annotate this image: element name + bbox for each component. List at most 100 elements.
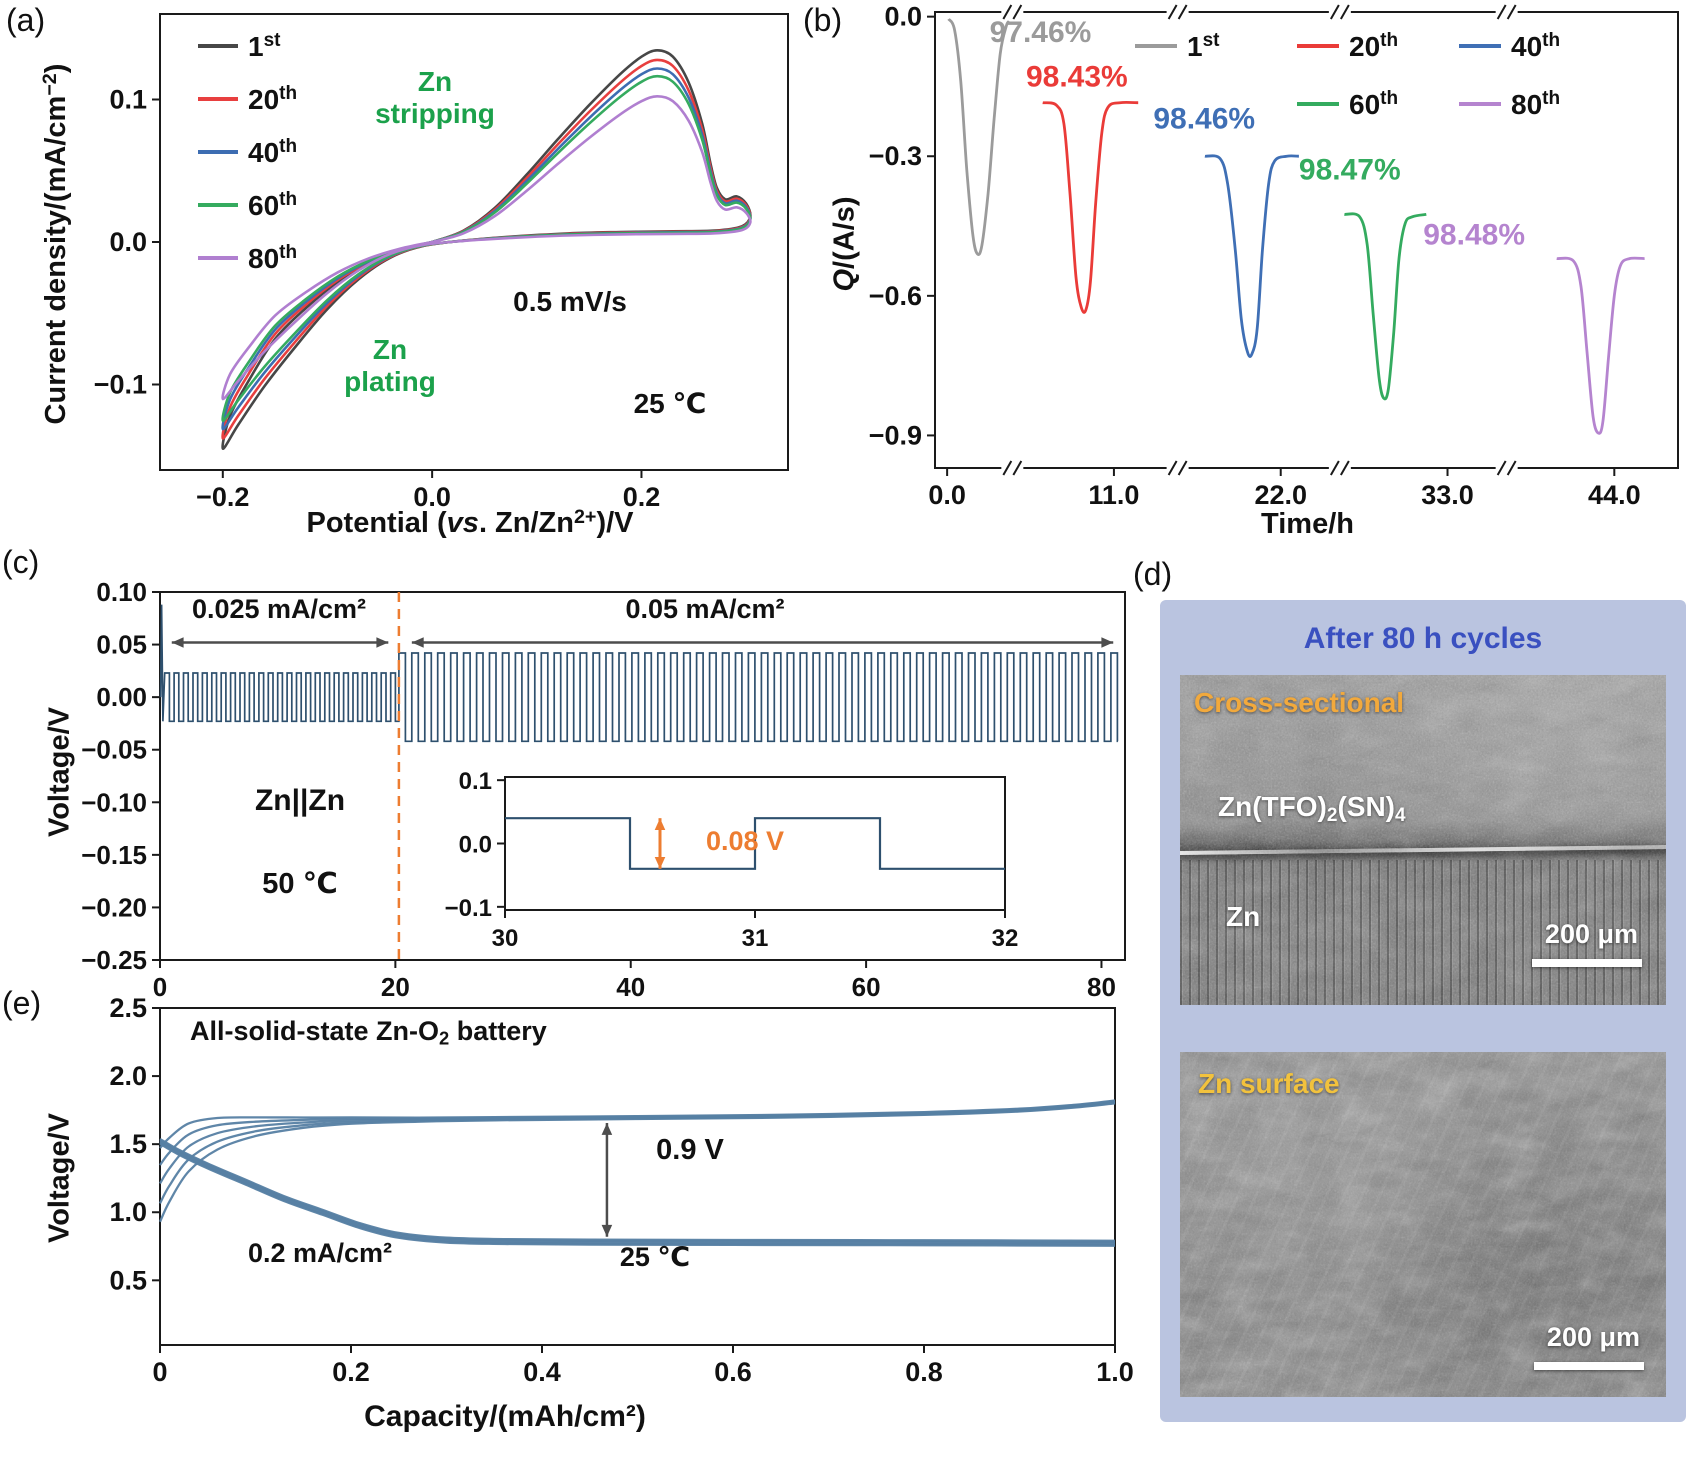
inset-wave — [505, 817, 1005, 870]
panel-a-y-axis-label: Current density/(mA/cm−2) — [39, 63, 72, 425]
axis-break-slash — [1329, 4, 1340, 20]
arrow-head — [654, 857, 666, 869]
axis-break-slash — [1496, 460, 1507, 476]
efficiency-label-40th: 98.46% — [1153, 102, 1255, 135]
panel-c-y-axis-label: Voltage/V — [43, 707, 76, 837]
efficiency-label-80th: 98.48% — [1423, 219, 1525, 252]
scalebar-text-1: 200 μm — [1544, 919, 1638, 949]
y-tick-label: 0.1 — [109, 85, 147, 115]
y-tick-label: −0.25 — [81, 945, 147, 975]
axis-break-slash — [1329, 460, 1340, 476]
charge-curve — [159, 1099, 1116, 1149]
axis-break-slash — [1167, 4, 1178, 20]
arrow-head — [601, 1123, 613, 1135]
after-cycles-heading: After 80 h cycles — [1303, 622, 1543, 655]
legend-label-80th: 80th — [1511, 88, 1560, 120]
coulombic-efficiency-chart-canvas: 0.0 11.0 22.0 33.0 44.0 0.0 −0.3 −0.6 −0.9 97.46%… — [869, 2, 1679, 510]
x-tick-label: 80 — [1087, 972, 1116, 1002]
y-tick-label: −0.9 — [869, 420, 922, 450]
axis-break-slash — [1496, 4, 1507, 20]
axis-break-slash — [1012, 460, 1023, 476]
scan-rate-annotation: 0.5 mV/s — [513, 286, 627, 317]
temperature-annotation-c: 50 ℃ — [262, 868, 338, 900]
legend-label-20th: 20th — [1349, 30, 1398, 62]
voltage-gap-annotation-e: 0.9 V — [656, 1134, 724, 1166]
voltage-wave — [159, 604, 1119, 743]
efficiency-dip-20th — [1042, 100, 1139, 314]
legend-label-40th: 40th — [1511, 30, 1560, 62]
axis-break-mask — [1001, 463, 1024, 473]
y-tick-label: 0.1 — [459, 768, 492, 795]
axis-break-mask — [1001, 7, 1024, 17]
x-tick-label: 0.2 — [623, 482, 661, 512]
rate-annotation-e: 0.2 mA/cm² — [247, 1238, 393, 1268]
current-density-region-2-label: 0.05 mA/cm² — [625, 594, 785, 624]
sem-grain-overlay-2 — [1180, 1052, 1666, 1397]
zn-o2-battery-chart-canvas: 0 0.2 0.4 0.6 0.8 1.0 0.5 1.0 1.5 2.0 2.5 — [109, 995, 1133, 1387]
arrow-head — [654, 818, 666, 830]
panel-c-tag: (c) — [2, 544, 40, 580]
efficiency-label-1st: 97.46% — [990, 16, 1092, 49]
legend-label-1st: 1st — [1187, 30, 1220, 62]
axis-break-slash — [1506, 460, 1517, 476]
y-tick-label: −0.10 — [81, 787, 147, 817]
y-tick-label: 0.00 — [96, 682, 147, 712]
inset-background — [433, 765, 1027, 946]
x-tick-label: 0.8 — [905, 1357, 943, 1387]
axis-break-mask — [1495, 7, 1518, 17]
x-tick-label: 32 — [992, 925, 1019, 952]
scalebar-2 — [1534, 1362, 1644, 1370]
zn-surface-label: Zn surface — [1198, 1068, 1340, 1099]
y-tick-label: −0.15 — [81, 840, 147, 870]
y-tick-label: 1.5 — [109, 1129, 147, 1159]
efficiency-label-60th: 98.47% — [1299, 154, 1401, 187]
efficiency-dip-80th — [1556, 256, 1645, 435]
axis-break-slash — [1002, 460, 1013, 476]
temperature-annotation-e: 25 ℃ — [619, 1242, 691, 1272]
y-tick-label: 0.0 — [884, 2, 922, 32]
y-tick-label: −0.1 — [94, 370, 147, 400]
panel-a-tag: (a) — [6, 2, 46, 38]
axis-frame — [159, 591, 1126, 961]
y-tick-label: 0.0 — [459, 832, 492, 859]
x-tick-label: 40 — [616, 972, 645, 1002]
y-tick-label: 2.0 — [109, 1061, 147, 1091]
x-tick-label: 30 — [492, 925, 519, 952]
zn-label: Zn — [1226, 901, 1261, 932]
panel-d-sem-images: After 80 h cycles Cro — [1160, 600, 1686, 1422]
symmetric-cell-cycling-chart-canvas: 0 20 40 60 80 0.10 0.05 0.00 −0.05 −0.10 −0.15 −0.2… — [81, 577, 1126, 1002]
panel-e-y-axis-label: Voltage/V — [43, 1113, 76, 1243]
panel-b-y-axis-label: Q/(A/s) — [828, 196, 861, 292]
cell-configuration-label: Zn||Zn — [254, 784, 346, 817]
discharge-curve — [159, 1137, 1116, 1242]
legend-label-1st: 1st — [248, 30, 281, 62]
x-tick-label: 22.0 — [1254, 480, 1307, 510]
x-tick-label: 44.0 — [1588, 480, 1641, 510]
panel-a-x-axis-label: Potential (vs. Zn/Zn2+)/V — [306, 506, 634, 539]
sem-grain-overlay — [1180, 675, 1666, 1005]
axis-break-slash — [1177, 4, 1188, 20]
scalebar-1 — [1532, 959, 1642, 967]
x-tick-label: 0.0 — [413, 482, 451, 512]
panel-e-tag: (e) — [2, 985, 42, 1021]
cross-sectional-label: Cross-sectional — [1194, 687, 1405, 718]
efficiency-dip-60th — [1344, 212, 1427, 401]
y-tick-label: −0.20 — [81, 892, 147, 922]
efficiency-dip-40th — [1204, 154, 1299, 358]
axis-break-slash — [1177, 460, 1188, 476]
sem-zn-surface-image: Zn surface 200 μm — [1180, 1052, 1666, 1397]
battery-title: All-solid-state Zn-O2 battery — [190, 1016, 547, 1049]
y-tick-label: −0.6 — [869, 281, 922, 311]
axis-break-mask — [1328, 463, 1351, 473]
x-tick-label: 60 — [852, 972, 881, 1002]
axis-break-slash — [1506, 4, 1517, 20]
axis-break-slash — [1167, 460, 1178, 476]
current-density-region-1-label: 0.025 mA/cm² — [191, 594, 367, 624]
legend-label-40th: 40th — [248, 136, 297, 168]
panel-e-x-axis-label: Capacity/(mAh/cm²) — [364, 1400, 646, 1433]
arrow-head — [376, 637, 389, 648]
axis-break-slash — [1002, 4, 1013, 20]
x-tick-label: 0.4 — [523, 1357, 561, 1387]
voltage-gap-annotation-c: 0.08 V — [705, 826, 785, 856]
